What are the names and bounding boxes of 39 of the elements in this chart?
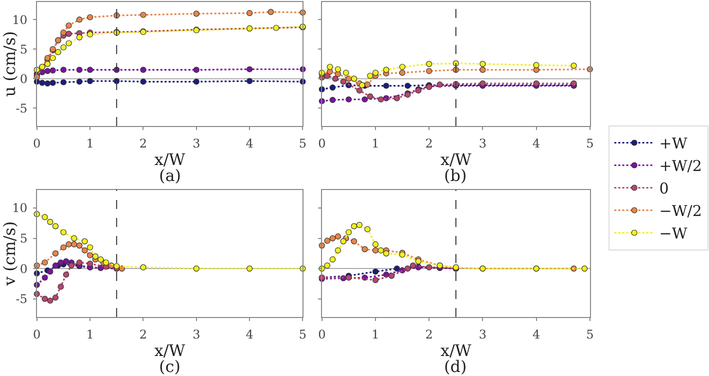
- x-tick-label: 1: [372, 136, 380, 150]
- x-tick-label: 0: [33, 136, 41, 150]
- y-tick-label: 10: [12, 201, 28, 216]
- x-tick-label: 3: [192, 136, 200, 150]
- x-tick-label: 4: [246, 136, 254, 150]
- y-tick-label: 5: [20, 231, 28, 246]
- y-tick-label: 10: [12, 12, 28, 27]
- x-tick-label: 4: [532, 327, 540, 342]
- x-tick-label: 0: [318, 327, 326, 342]
- y-tick-label: -5: [16, 101, 28, 116]
- y-tick-label: 0: [20, 72, 28, 86]
- x-tick-label: 2: [425, 136, 433, 150]
- x-tick-label: 5: [298, 327, 307, 342]
- x-tick-label: 2: [139, 136, 148, 150]
- legend-label: 0: [659, 180, 669, 198]
- x-tick-label: 4: [246, 327, 254, 342]
- x-tick-label: 4: [532, 136, 540, 150]
- x-tick-label: 3: [478, 136, 487, 150]
- x-tick-label: 0: [33, 327, 41, 342]
- y-tick-label: 5: [20, 42, 28, 56]
- y-tick-label: 0: [20, 262, 28, 276]
- x-tick-label: 5: [298, 136, 307, 150]
- x-tick-label: 1: [372, 327, 380, 342]
- y-tick-label: -5: [16, 292, 28, 306]
- x-tick-label: 5: [586, 327, 594, 342]
- legend-label: +W/2: [659, 157, 702, 176]
- x-tick-label: 1: [86, 136, 94, 150]
- legend-label: −W/2: [659, 202, 702, 220]
- x-tick-label: 0: [318, 136, 326, 150]
- x-tick-label: 5: [586, 136, 594, 150]
- x-tick-label: 3: [192, 327, 200, 342]
- legend-label: −W: [659, 224, 688, 243]
- legend-label: +W: [659, 134, 688, 153]
- y-axis-title: u (cm/s): [0, 31, 19, 97]
- x-tick-label: 2: [139, 327, 148, 342]
- x-tick-label: 2: [425, 327, 433, 342]
- y-axis-title: v (cm/s): [0, 221, 19, 287]
- x-tick-label: 1: [86, 327, 94, 342]
- x-tick-label: 3: [478, 327, 487, 342]
